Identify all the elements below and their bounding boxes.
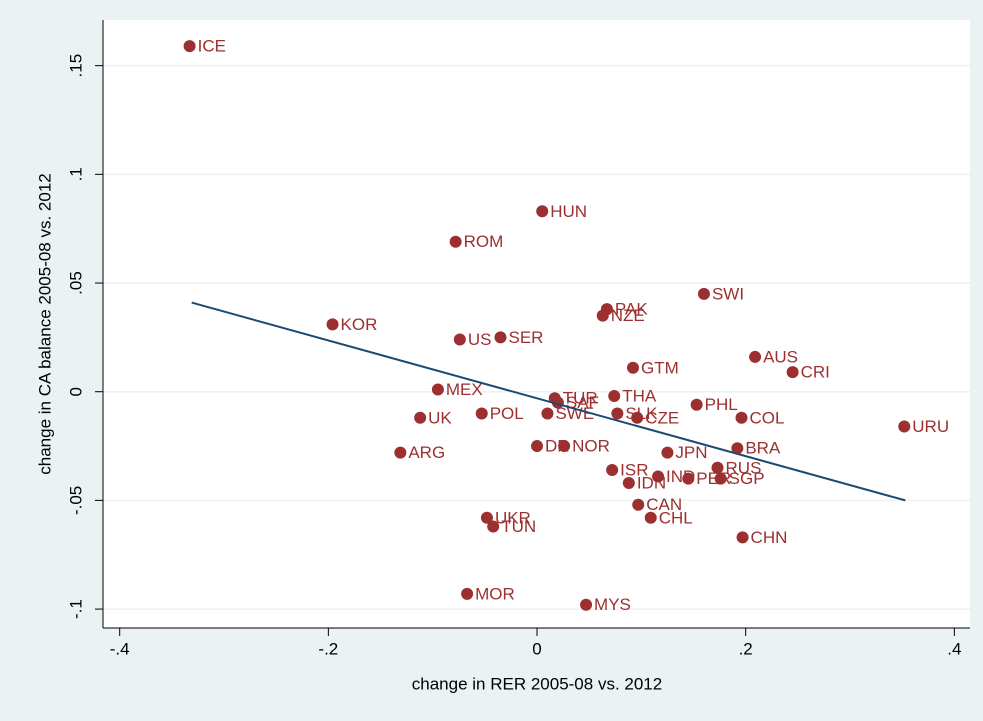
point	[431, 383, 444, 396]
y-tick-label: .1	[66, 167, 85, 181]
point-label: SWE	[555, 404, 594, 423]
point	[531, 440, 544, 453]
point	[558, 440, 571, 453]
point	[611, 407, 624, 420]
point-label: JPN	[675, 443, 707, 462]
point	[580, 598, 593, 611]
point-label: SGP	[729, 469, 765, 488]
point-label: CHL	[659, 508, 693, 527]
point-label: ARG	[408, 443, 445, 462]
point	[183, 40, 196, 53]
x-tick-label: -.2	[318, 639, 338, 658]
point	[749, 350, 762, 363]
point-label: ICE	[198, 37, 226, 56]
point	[631, 411, 644, 424]
point	[711, 461, 724, 474]
point	[326, 318, 339, 331]
point-label: PHL	[705, 395, 738, 414]
point-label: TUR	[563, 389, 598, 408]
fit-line	[191, 301, 906, 502]
point	[714, 472, 727, 485]
point	[652, 470, 665, 483]
point-label: TUN	[501, 517, 536, 536]
point-label: KOR	[341, 315, 378, 334]
point	[731, 442, 744, 455]
point-label: CZE	[645, 408, 679, 427]
point	[480, 511, 493, 524]
point	[898, 420, 911, 433]
point-label: MYS	[594, 595, 631, 614]
point-label: MEX	[446, 380, 483, 399]
point	[736, 531, 749, 544]
point	[606, 463, 619, 476]
y-tick-label: .15	[66, 54, 85, 78]
point	[453, 333, 466, 346]
point-label: UK	[428, 408, 452, 427]
point	[627, 361, 640, 374]
point-label: THA	[622, 387, 657, 406]
x-tick-label: .4	[947, 639, 961, 658]
point-label: CRI	[801, 363, 830, 382]
point	[644, 511, 657, 524]
point	[697, 287, 710, 300]
y-tick-label: 0	[66, 387, 85, 396]
point	[461, 587, 474, 600]
y-tick-label: -.1	[66, 599, 85, 619]
point-label: UKR	[495, 508, 531, 527]
point	[622, 477, 635, 490]
point	[661, 446, 674, 459]
point-label: RUS	[726, 458, 762, 477]
point-label: CAN	[646, 495, 682, 514]
point-label: CHN	[751, 528, 788, 547]
plot-area	[103, 20, 970, 628]
x-axis-title: change in RER 2005-08 vs. 2012	[412, 674, 662, 693]
x-tick-label: .2	[739, 639, 753, 658]
point	[682, 472, 695, 485]
point-label: NZE	[611, 306, 645, 325]
point-label: ROM	[464, 232, 504, 251]
point	[536, 205, 549, 218]
y-tick-label: .05	[66, 271, 85, 295]
x-tick-label: 0	[532, 639, 541, 658]
y-axis-title: change in CA balance 2005-08 vs. 2012	[35, 173, 54, 475]
point-label: PAK	[615, 300, 648, 319]
point-label: URU	[912, 417, 949, 436]
point-label: SAF	[566, 393, 599, 412]
point-label: HUN	[550, 202, 587, 221]
point	[494, 331, 507, 344]
point-label: SWI	[712, 284, 744, 303]
y-tick-label: -.05	[66, 486, 85, 515]
point	[735, 411, 748, 424]
point	[786, 366, 799, 379]
point	[394, 446, 407, 459]
x-tick-label: -.4	[110, 639, 130, 658]
point	[541, 407, 554, 420]
point-label: US	[468, 330, 492, 349]
point	[596, 309, 609, 322]
point-label: COL	[750, 408, 785, 427]
point	[487, 520, 500, 533]
point-label: MOR	[475, 584, 515, 603]
point	[475, 407, 488, 420]
point-label: IDN	[637, 473, 666, 492]
point-label: NOR	[572, 437, 610, 456]
point-label: POL	[490, 404, 524, 423]
point-label: AUS	[763, 347, 798, 366]
point-label: SER	[509, 328, 544, 347]
point	[690, 398, 703, 411]
point-label: ISR	[620, 460, 648, 479]
point	[414, 411, 427, 424]
point	[449, 235, 462, 248]
point	[608, 390, 621, 403]
point-label: BRA	[745, 439, 781, 458]
point	[632, 498, 645, 511]
point-label: GTM	[641, 358, 679, 377]
